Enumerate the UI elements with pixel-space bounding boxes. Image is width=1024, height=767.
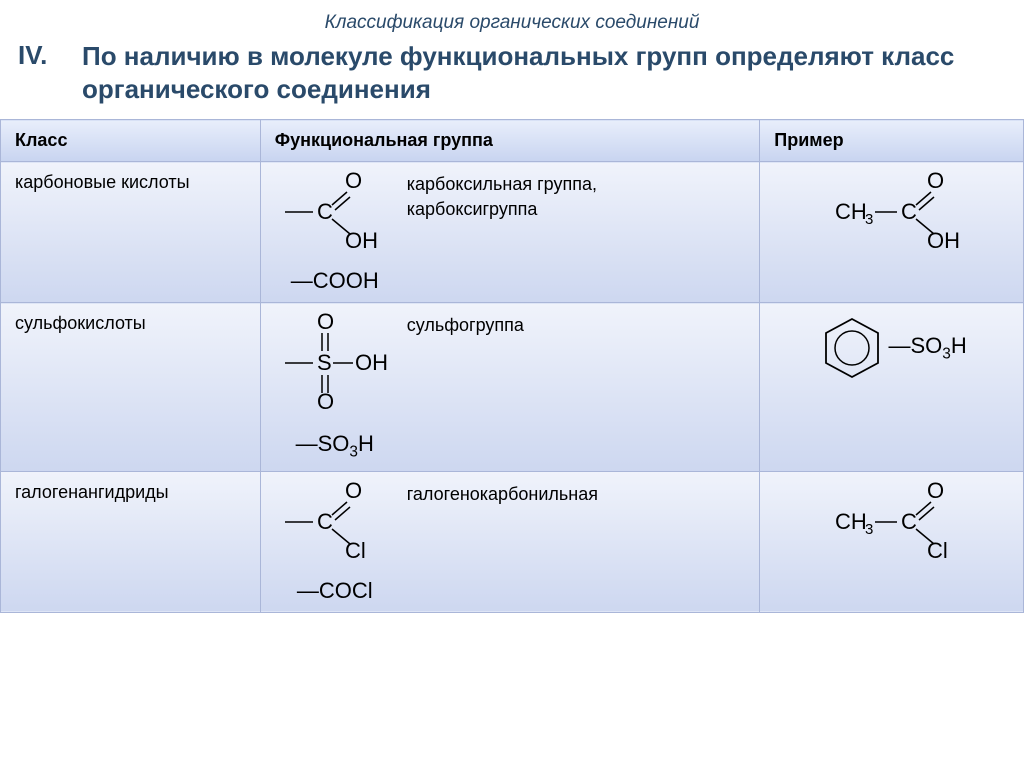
class-name-cell: галогенангидриды bbox=[1, 471, 261, 612]
section-heading: IV. По наличию в молекуле функциональных… bbox=[0, 34, 1024, 119]
heading-text: По наличию в молекуле функциональных гру… bbox=[82, 40, 1006, 105]
table-header-row: Класс Функциональная группа Пример bbox=[1, 120, 1024, 162]
acylhalide-structural-formula: O C Cl bbox=[275, 482, 395, 565]
fg-cell: O S OH O bbox=[260, 303, 760, 472]
carboxyl-condensed: ―COOH bbox=[291, 269, 379, 292]
svg-text:C: C bbox=[901, 509, 917, 534]
benzenesulfonic-acid: ―SO3H bbox=[774, 313, 1009, 383]
section-number: IV. bbox=[18, 40, 82, 105]
svg-text:C: C bbox=[317, 509, 333, 534]
class-name-cell: сульфокислоты bbox=[1, 303, 261, 472]
example-cell: ―SO3H bbox=[760, 303, 1024, 472]
svg-text:C: C bbox=[317, 199, 333, 224]
sulfo-structural-formula: O S OH O bbox=[275, 313, 395, 418]
svg-text:O: O bbox=[345, 172, 362, 193]
carboxyl-structural-formula: O C OH bbox=[275, 172, 395, 255]
svg-text:CH: CH bbox=[835, 199, 867, 224]
acetyl-chloride-formula: O CH 3 C Cl bbox=[817, 482, 967, 565]
table-row: карбоновые кислоты O C bbox=[1, 162, 1024, 303]
sulfo-condensed: ―SO3H bbox=[296, 432, 374, 461]
compounds-table: Класс Функциональная группа Пример карбо… bbox=[0, 119, 1024, 613]
svg-text:O: O bbox=[317, 389, 334, 413]
fg-cell: O C OH ―COOH bbox=[260, 162, 760, 303]
svg-text:OH: OH bbox=[355, 350, 388, 375]
svg-text:Cl: Cl bbox=[927, 538, 948, 560]
slide-title: Классификация органических соединений bbox=[0, 0, 1024, 34]
acylhalide-condensed: ―COCl bbox=[297, 579, 373, 602]
fg-name: карбоксильная группа, карбоксигруппа bbox=[407, 172, 746, 222]
svg-text:O: O bbox=[317, 313, 334, 334]
fg-name: сульфогруппа bbox=[407, 313, 746, 338]
header-class: Класс bbox=[1, 120, 261, 162]
header-fg: Функциональная группа bbox=[260, 120, 760, 162]
svg-text:CH: CH bbox=[835, 509, 867, 534]
benzene-ring-icon bbox=[817, 313, 887, 383]
header-example: Пример bbox=[760, 120, 1024, 162]
table-row: галогенангидриды O C bbox=[1, 471, 1024, 612]
svg-text:3: 3 bbox=[865, 211, 873, 228]
acetic-acid-formula: O CH 3 C OH bbox=[817, 172, 967, 255]
svg-text:OH: OH bbox=[927, 228, 960, 250]
sulfo-group-label: ―SO3H bbox=[889, 334, 967, 363]
svg-text:OH: OH bbox=[345, 228, 378, 250]
svg-text:3: 3 bbox=[865, 521, 873, 538]
table-row: сульфокислоты O S bbox=[1, 303, 1024, 472]
svg-text:S: S bbox=[317, 350, 332, 375]
svg-text:O: O bbox=[345, 482, 362, 503]
svg-text:O: O bbox=[927, 172, 944, 193]
example-cell: O CH 3 C Cl bbox=[760, 471, 1024, 612]
fg-cell: O C Cl ―COCl bbox=[260, 471, 760, 612]
example-cell: O CH 3 C OH bbox=[760, 162, 1024, 303]
class-name-cell: карбоновые кислоты bbox=[1, 162, 261, 303]
fg-name: галогенокарбонильная bbox=[407, 482, 746, 507]
svg-text:O: O bbox=[927, 482, 944, 503]
svg-text:Cl: Cl bbox=[345, 538, 366, 560]
svg-text:C: C bbox=[901, 199, 917, 224]
